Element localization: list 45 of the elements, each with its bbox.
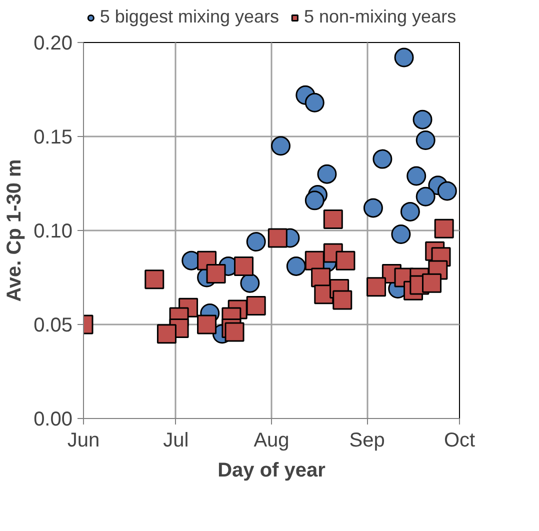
point xyxy=(144,270,164,290)
x-tick-label: Aug xyxy=(254,430,290,452)
point xyxy=(270,136,290,156)
point xyxy=(197,314,217,334)
point xyxy=(156,324,176,344)
y-tick-label: 0.15 xyxy=(34,126,73,148)
point xyxy=(206,264,226,284)
point xyxy=(372,149,392,169)
point xyxy=(286,256,306,276)
point xyxy=(363,198,383,218)
legend-label: 5 biggest mixing years xyxy=(100,6,280,28)
legend-label: 5 non-mixing years xyxy=(304,6,456,28)
point xyxy=(391,224,411,244)
point xyxy=(400,202,420,222)
point xyxy=(224,322,244,342)
y-tick-label: 0.05 xyxy=(34,314,73,336)
point xyxy=(437,181,457,201)
y-tick-label: 0.20 xyxy=(34,32,73,54)
point xyxy=(268,228,288,248)
point xyxy=(323,209,343,229)
point xyxy=(366,277,386,297)
y-tick-label: 0.00 xyxy=(34,408,73,430)
point xyxy=(406,166,426,186)
point xyxy=(317,164,337,184)
point xyxy=(304,92,324,112)
point xyxy=(246,296,266,316)
point xyxy=(434,218,454,238)
point xyxy=(412,110,432,130)
point xyxy=(336,250,356,270)
x-axis-title: Day of year xyxy=(218,460,326,482)
point xyxy=(304,190,324,210)
x-tick-label: Jul xyxy=(163,430,189,452)
point xyxy=(246,232,266,252)
x-tick-label: Sep xyxy=(349,430,385,452)
point xyxy=(422,273,442,293)
point xyxy=(240,273,260,293)
y-tick-label: 0.10 xyxy=(34,220,73,242)
point xyxy=(234,256,254,276)
point xyxy=(394,48,414,68)
y-axis-title: Ave. Cp 1-30 m xyxy=(4,159,26,302)
point xyxy=(332,290,352,310)
x-tick-label: Jun xyxy=(67,430,100,452)
point xyxy=(416,186,436,206)
x-tick-label: Oct xyxy=(444,430,476,452)
point xyxy=(416,130,436,150)
